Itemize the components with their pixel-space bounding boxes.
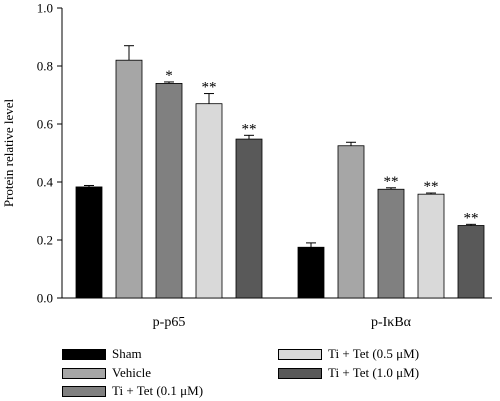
y-tick-label: 0.2 [37, 233, 53, 248]
y-axis-label: Protein relative level [1, 98, 16, 207]
x-category-label: p-IκBα [371, 315, 412, 330]
legend-swatch-tet-0-5 [278, 348, 322, 360]
bar [235, 138, 263, 299]
y-tick-label: 0.8 [37, 59, 53, 74]
significance-mark: * [165, 68, 173, 84]
significance-mark: ** [424, 179, 439, 195]
significance-mark: ** [464, 210, 479, 226]
legend-item-vehicle: Vehicle [62, 365, 151, 381]
legend-swatch-tet-1-0 [278, 367, 322, 379]
y-tick-label: 0.6 [37, 117, 54, 132]
y-tick-label: 0.0 [37, 291, 53, 306]
legend-swatch-vehicle [62, 367, 106, 379]
bar [457, 225, 485, 299]
x-category-label: p-p65 [153, 315, 186, 330]
legend-item-sham: Sham [62, 346, 142, 362]
legend-label-tet-1-0: Ti + Tet (1.0 μM) [328, 365, 420, 380]
bar [417, 193, 445, 299]
legend-swatch-sham [62, 348, 106, 360]
legend-item-tet-0-1: Ti + Tet (0.1 μM) [62, 383, 203, 399]
bar [115, 59, 143, 299]
significance-mark: ** [242, 121, 257, 137]
bar [337, 145, 365, 299]
bar [75, 186, 103, 299]
bar [377, 188, 405, 299]
legend-label-vehicle: Vehicle [112, 365, 151, 380]
legend-label-tet-0-1: Ti + Tet (0.1 μM) [112, 383, 204, 398]
bar [195, 103, 223, 299]
legend-item-tet-0-5: Ti + Tet (0.5 μM) [278, 346, 419, 362]
legend-item-tet-1-0: Ti + Tet (1.0 μM) [278, 365, 419, 381]
legend-label-tet-0-5: Ti + Tet (0.5 μM) [328, 346, 420, 361]
legend-label-sham: Sham [112, 346, 142, 361]
bar [155, 83, 183, 299]
legend-swatch-tet-0-1 [62, 385, 106, 397]
y-tick-label: 0.4 [37, 175, 54, 190]
significance-mark: ** [384, 174, 399, 190]
bar [297, 246, 325, 299]
y-tick-label: 1.0 [37, 1, 53, 16]
significance-mark: ** [202, 80, 217, 96]
